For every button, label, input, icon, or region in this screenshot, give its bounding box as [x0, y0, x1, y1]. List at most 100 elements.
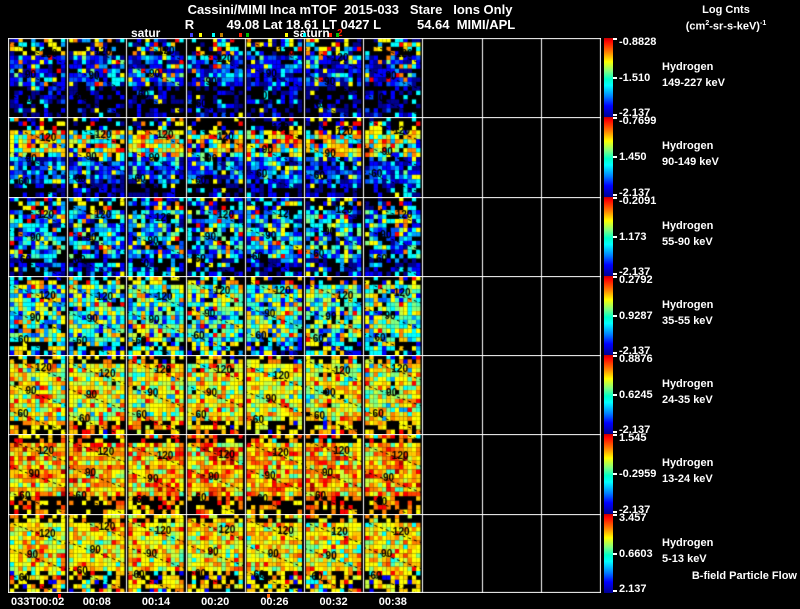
- energy-label: 5-13 keV: [662, 552, 707, 565]
- event-flag-label: 2: [337, 28, 343, 39]
- colorbar-label-mid: 0.6245: [619, 388, 653, 401]
- colorbar-tick: [613, 552, 617, 555]
- units-line1: Log Cnts: [702, 4, 750, 16]
- event-tick: [336, 33, 339, 37]
- colorbar-label-top: 3.457: [619, 512, 647, 524]
- spectrogram-canvas: [8, 514, 601, 593]
- colorbar-label-mid: 0.9287: [619, 309, 653, 322]
- species-label: Hydrogen: [662, 536, 714, 549]
- event-tick: [212, 33, 215, 37]
- energy-row-55-90: -0.2091 1.173 -2.137 Hydrogen 55-90 keV: [0, 195, 800, 278]
- colorbar-label-top: 0.2792: [619, 274, 653, 286]
- event-tick: [246, 33, 249, 37]
- colorbar-label-bottom: -2.137: [619, 424, 651, 436]
- colorbar-tick: [613, 431, 617, 433]
- colorbar-tick: [613, 194, 617, 196]
- colorbar-label-bottom: -2.137: [619, 266, 651, 278]
- spectrogram-canvas: [8, 38, 601, 117]
- energy-row-90-149: -0.7699 1.450 -2.137 Hydrogen 90-149 keV: [0, 115, 800, 199]
- event-tick: [285, 33, 288, 37]
- colorbar-tick: [613, 38, 617, 40]
- saturn-annotation-mid: saturn: [293, 26, 330, 40]
- event-tick: [190, 33, 193, 37]
- colorbar-tick: [613, 393, 617, 396]
- energy-row-149-227: -0.8828 -1.510 -2.137 Hydrogen 149-227 k…: [0, 36, 800, 119]
- spectrogram-canvas: [8, 197, 601, 276]
- colorbar-label-bottom: -2.137: [619, 187, 651, 199]
- colorbar-tick: [613, 590, 617, 592]
- colorbar-label-top: -0.8828: [619, 36, 657, 48]
- energy-row-24-35: 0.8876 0.6245 -2.137 Hydrogen 24-35 keV: [0, 353, 800, 436]
- energy-row-13-24: 1.545 -0.2959 -2.137 Hydrogen 13-24 keV: [0, 432, 800, 516]
- colorbar-tick: [613, 235, 617, 238]
- species-label: Hydrogen: [662, 140, 714, 153]
- colorbar-tick: [613, 473, 617, 475]
- colorbar: [604, 355, 613, 434]
- colorbar-label-bottom: -2.137: [619, 504, 651, 516]
- main-title: Cassini/MIMI Inca mTOF 2015-033 Stare Io…: [187, 2, 513, 17]
- energy-label: 13-24 keV: [662, 473, 713, 486]
- colorbar: [604, 197, 613, 276]
- colorbar-tick: [613, 314, 617, 317]
- colorbar-tick: [613, 355, 617, 357]
- species-label: Hydrogen: [662, 298, 714, 311]
- colorbar-label-mid: 0.6603: [619, 547, 653, 560]
- colorbar-label-bottom: 2.137: [619, 583, 647, 595]
- event-tick: [58, 594, 61, 598]
- spectrogram-canvas: [8, 117, 601, 197]
- colorbar: [604, 117, 613, 197]
- colorbar-label-bottom: -2.137: [619, 345, 651, 357]
- time-axis-label: 00:32: [319, 596, 348, 608]
- colorbar-tick: [613, 76, 617, 79]
- species-label: Hydrogen: [662, 457, 714, 470]
- colorbar-tick: [613, 114, 617, 116]
- time-axis-label: 00:26: [260, 596, 289, 608]
- colorbar: [604, 38, 613, 117]
- event-tick: [267, 594, 270, 598]
- colorbar: [604, 276, 613, 355]
- colorbar: [604, 514, 613, 593]
- colorbar-label-mid: 1.450: [619, 151, 647, 163]
- time-axis-label: 00:14: [141, 596, 171, 608]
- energy-label: 55-90 keV: [662, 235, 713, 248]
- colorbar-tick: [613, 434, 617, 436]
- event-tick: [303, 33, 306, 37]
- saturn-annotation-left: satur: [131, 26, 161, 40]
- energy-label: 35-55 keV: [662, 314, 713, 327]
- colorbar-label-mid: -0.2959: [619, 468, 657, 480]
- colorbar-tick: [613, 352, 617, 354]
- spectrogram-canvas: [8, 434, 601, 514]
- energy-row-5-13: 3.457 0.6603 2.137 Hydrogen 5-13 keV: [0, 512, 800, 595]
- colorbar-label-top: -0.7699: [619, 115, 657, 127]
- time-axis-label: 00:20: [201, 596, 230, 608]
- colorbar-tick: [613, 511, 617, 513]
- time-axis-label: 033T00:02: [10, 596, 65, 608]
- event-tick: [239, 33, 242, 37]
- subtitle-ephemeris: R 49.08 Lat 18.61 LT 0427 L 54.64 MIMI/A…: [184, 17, 516, 32]
- colorbar-tick: [613, 156, 617, 158]
- spectrogram-canvas: [8, 355, 601, 434]
- energy-label: 90-149 keV: [662, 156, 719, 169]
- species-label: Hydrogen: [662, 219, 714, 232]
- time-axis-label: 00:08: [82, 596, 111, 608]
- energy-label: 24-35 keV: [662, 393, 713, 406]
- colorbar-tick: [613, 197, 617, 199]
- colorbar-label-bottom: -2.137: [619, 107, 651, 119]
- colorbar-tick: [613, 514, 617, 516]
- colorbar-tick: [613, 273, 617, 275]
- event-tick: [220, 33, 223, 37]
- colorbar-label-mid: 1.173: [619, 230, 647, 243]
- event-tick: [329, 33, 332, 37]
- colorbar-label-top: 1.545: [619, 432, 647, 444]
- spectrogram-canvas: [8, 276, 601, 355]
- colorbar-tick: [613, 276, 617, 278]
- colorbar-label-top: 0.8876: [619, 353, 653, 365]
- event-tick: [199, 33, 202, 37]
- colorbar-label-mid: -1.510: [619, 71, 651, 84]
- colorbar: [604, 434, 613, 514]
- time-axis-label: 00:38: [378, 596, 407, 608]
- colorbar-label-top: -0.2091: [619, 195, 657, 207]
- units-label: Log Cnts (cm2-sr-s-keV)-1: [656, 4, 796, 34]
- species-label: Hydrogen: [662, 60, 714, 73]
- energy-label: 149-227 keV: [662, 76, 725, 89]
